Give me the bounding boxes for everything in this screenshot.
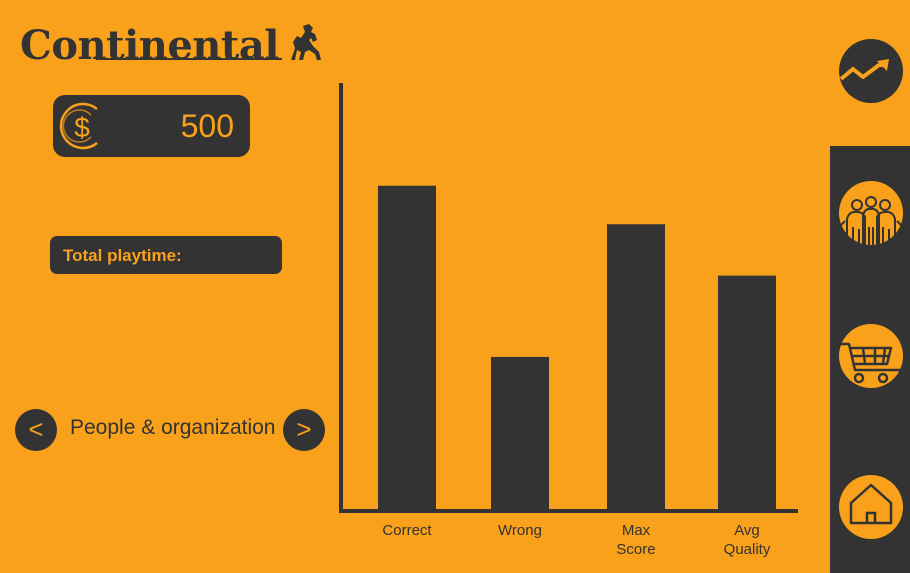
dollar-coin-icon: $: [59, 102, 98, 150]
x-tick-label-line: Wrong: [498, 522, 542, 539]
rearing-horse-icon: [290, 24, 321, 60]
trending-up-icon: [839, 59, 889, 81]
home-icon: [849, 483, 893, 525]
people-button[interactable]: [839, 181, 903, 245]
x-tick-label: Correct: [382, 522, 432, 539]
people-icon: [840, 196, 902, 245]
x-tick-label-line: Quality: [724, 541, 771, 558]
x-tick-label-line: Avg: [734, 522, 760, 539]
chart-svg: Correct Wrong Max Score Avg Quality: [339, 83, 798, 558]
shop-button[interactable]: [839, 324, 903, 388]
x-tick-label: Max Score: [616, 522, 655, 558]
brand-name: Continental: [20, 22, 279, 69]
x-tick-label: Wrong: [498, 522, 542, 539]
coin-balance: $ 500: [53, 95, 250, 157]
category-label: People & organization: [70, 416, 276, 439]
logo-underline: [96, 58, 282, 60]
total-playtime: Total playtime:: [50, 236, 282, 274]
stats-button[interactable]: [839, 39, 903, 103]
next-category-button[interactable]: >: [283, 409, 325, 451]
bar-correct: [378, 185, 436, 509]
bar-max-score: [607, 224, 665, 510]
x-tick-label: Avg Quality: [724, 522, 771, 558]
bar-wrong: [491, 356, 549, 509]
x-tick-label-line: Max: [622, 522, 651, 539]
svg-text:$: $: [74, 112, 90, 143]
bar-avg-quality: [718, 275, 776, 509]
x-tick-label-line: Correct: [382, 522, 432, 539]
stats-bar-chart: Correct Wrong Max Score Avg Quality: [330, 78, 810, 568]
brand-logo: Continental: [20, 22, 325, 70]
x-tick-label-line: Score: [616, 541, 655, 558]
shopping-cart-icon: [839, 342, 903, 384]
coin-value: 500: [180, 108, 234, 144]
home-button[interactable]: [839, 475, 903, 539]
previous-category-button[interactable]: <: [15, 409, 57, 451]
